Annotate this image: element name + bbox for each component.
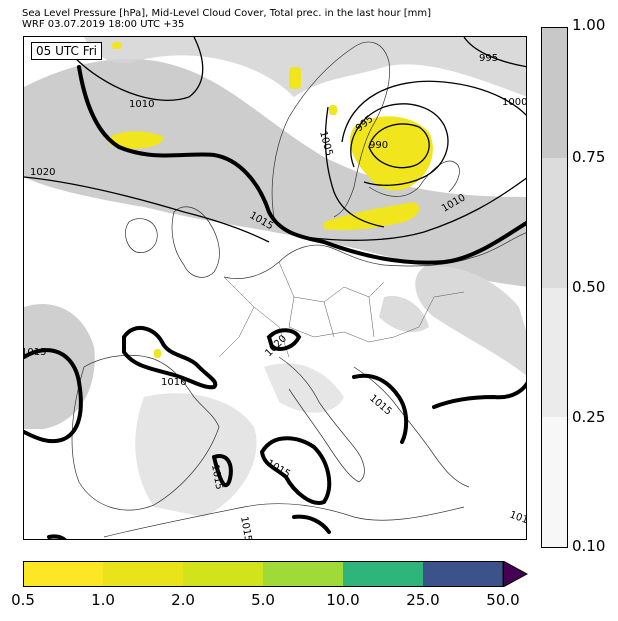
isobar-1005 [324,106,385,228]
cloud-scale-label: 0.25 [572,408,606,426]
cloud-cover-layer [24,37,526,517]
isobar-label: 101 [508,509,527,526]
coast-continent [223,232,526,279]
precip-small-2 [329,105,337,115]
coast-north-africa [103,503,465,538]
cloud-patch-south [135,393,257,517]
precip-small-4 [112,42,122,49]
precipitation-colorbar [23,561,528,587]
coast-iberia [71,354,220,511]
isobar-label: 1015 [238,516,253,540]
precip-east-center [349,116,433,191]
isobar-label: 990 [369,140,388,151]
isobar-1015-south [47,534,67,539]
precip-small-1 [289,67,301,89]
isobar-label: 995 [479,53,498,64]
isobar-1015-atlantic [24,348,83,444]
isobar-1015-sardinia [212,454,233,488]
cloud-band-north [24,58,526,287]
precip-scale-label: 10.0 [326,591,360,609]
colorbar-segment [183,561,264,587]
colorbar-segment [542,287,567,418]
country-borders [218,261,465,358]
precip-scale-label: 1.0 [91,591,115,609]
isobar-1016-iberia [122,326,218,390]
precip-band-south [324,202,420,231]
isobar-1000 [341,80,526,143]
colorbar-segment [423,561,504,587]
coast-ireland [125,218,158,253]
chart-title: Sea Level Pressure [hPa], Mid-Level Clou… [22,8,432,19]
precipitation-layer [107,42,433,358]
isobar-label: 1015 [24,347,46,358]
isobar-1010-east [303,177,526,241]
isobar-1020-alps [266,328,302,351]
cloud-patch-balkan [379,296,429,333]
weather-map: 995 1000 1010 1005 995 990 1020 1015 101… [23,36,527,540]
colorbar-extend-arrow [502,561,528,587]
colorbar-segment [542,28,567,158]
colorbar-segment [542,157,567,288]
isobar-label: 1005 [317,130,334,157]
cloud-scale-label: 0.10 [572,537,606,555]
map-canvas: 995 1000 1010 1005 995 990 1020 1015 101… [24,37,527,540]
colorbar-segment [103,561,184,587]
isobars-thin [24,37,526,243]
isobar-1020 [24,176,270,243]
precip-scale-label: 50.0 [486,591,520,609]
isobar-990 [368,123,430,169]
cloud-cover-colorbar [541,27,568,548]
coast-scandinavia [271,41,390,218]
cloud-patch-adriatic [264,363,344,413]
isobar-1015-africa [292,514,331,534]
cloud-scale-label: 0.75 [572,148,606,166]
precip-scale-label: 2.0 [171,591,195,609]
cloud-scale-label: 0.50 [572,278,606,296]
precip-scale-label: 5.0 [251,591,275,609]
coast-italy [278,356,365,483]
valid-time-label: 05 UTC Fri [31,42,102,60]
isobar-1015-greece [432,381,526,409]
colorbar-segment [23,561,104,587]
isobar-label: 1020 [30,167,55,178]
isobar-1015-north [77,65,526,265]
colorbar-frame [23,561,504,587]
isobar-label: 1000 [502,97,527,108]
precip-small-3 [154,349,161,358]
isobars-1015 [24,65,526,539]
isobar-label: 1010 [129,99,154,110]
coast-balkans [353,366,470,488]
isobar-1010-west [73,37,204,101]
precip-scale-label: 25.0 [406,591,440,609]
colorbar-segment [263,561,344,587]
cloud-patch-west [24,303,95,429]
coast-baltic [368,160,460,197]
isobar-label: 1016 [161,377,186,388]
coastline-layer [71,41,526,538]
isobar-label: 1015 [265,458,293,480]
isobar-1015-tyrrhenian [259,436,332,505]
isobar-1015-adriatic [352,373,409,444]
precip-scale-label: 0.5 [11,591,35,609]
isobar-label: 1015 [209,464,224,491]
isobar-995-top [463,37,526,68]
precip-west-atlantic [107,131,164,149]
cloud-patch-east [415,266,526,376]
cloud-scale-label: 1.00 [572,16,606,34]
chart-subtitle: WRF 03.07.2019 18:00 UTC +35 [22,19,185,30]
isobar-995-outer [350,103,449,186]
cloud-band-top [84,37,526,97]
coast-britain [171,206,220,278]
colorbar-segment [542,417,567,547]
colorbar-segment [343,561,424,587]
isobar-label: 1015 [367,393,394,418]
